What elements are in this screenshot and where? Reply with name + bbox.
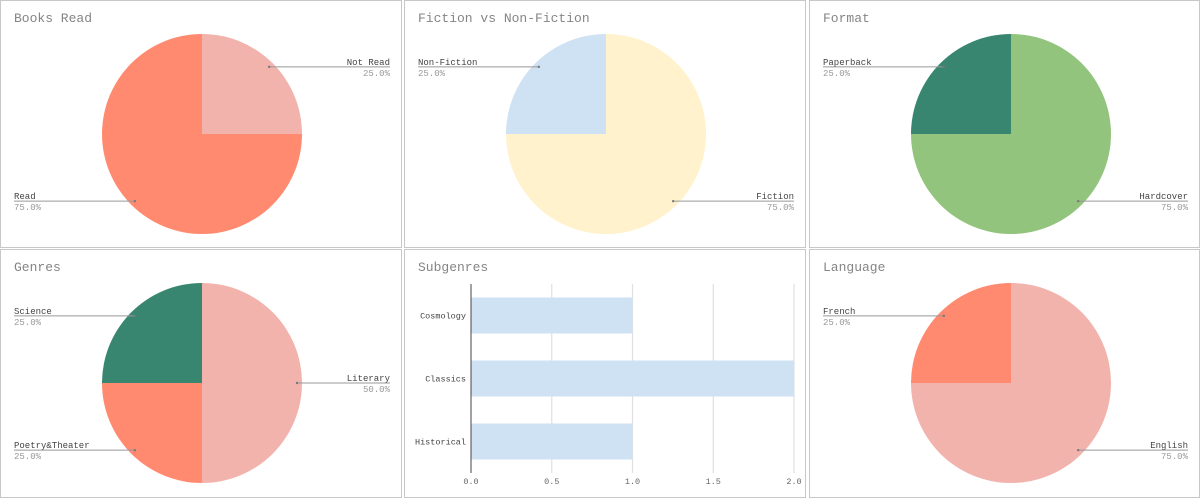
slice-percent: 25.0% [14,452,42,462]
slice-label: Poetry&Theater [14,441,90,451]
language-panel: Language English 75.0% French 25.0% [809,249,1200,498]
subgenres-bar-chart: 0.0 0.5 1.0 1.5 2.0 Cosmology Classics Historic… [415,284,802,487]
x-tick-label: 2.0 [786,477,801,487]
slice-label: French [823,307,855,317]
genres-pie-chart: Literary50.0%Poetry&Theater25.0%Science2… [14,283,391,483]
slice-percent: 25.0% [363,69,391,79]
slice-label: Science [14,307,52,317]
chart-title: Genres [14,260,61,275]
slice-percent: 25.0% [418,69,446,79]
label-anchor-dot [133,199,137,203]
label-anchor-dot [133,314,137,318]
slice-label: Fiction [756,192,794,202]
label-anchor-dot [267,65,271,69]
pie-slice-science[interactable] [102,283,202,383]
chart-title: Language [823,260,886,275]
label-anchor-dot [671,199,675,203]
slice-percent: 75.0% [1161,203,1189,213]
slice-percent: 25.0% [823,69,851,79]
label-anchor-dot [942,65,946,69]
pie-slice-french[interactable] [911,283,1011,383]
label-anchor-dot [1076,448,1080,452]
slice-percent: 50.0% [363,385,391,395]
books-read-panel: Books Read Not Read 25.0% Read 75.0% [0,0,402,248]
pie-slice-non-fiction[interactable] [506,34,606,134]
slice-label: Paperback [823,58,872,68]
slice-percent: 75.0% [14,203,42,213]
pie-slice-read[interactable] [102,34,302,234]
label-anchor-dot [295,381,299,385]
pie-slice-paperback[interactable] [911,34,1011,134]
y-category-label: Cosmology [420,312,466,322]
chart-title: Format [823,11,870,26]
slice-percent: 25.0% [823,318,851,328]
pie-slice-literary[interactable] [202,283,302,483]
fiction-panel: Fiction vs Non-Fiction Fiction 75.0% Non-F… [404,0,806,248]
x-tick-label: 0.0 [463,477,478,487]
chart-title: Books Read [14,11,93,26]
chart-title: Subgenres [418,260,489,275]
label-anchor-dot [537,65,541,69]
bar-classics[interactable] [471,360,794,397]
x-tick-label: 0.5 [544,477,559,487]
label-anchor-dot [942,314,946,318]
y-category-label: Historical [415,438,466,448]
bar-cosmology[interactable] [471,297,633,334]
pie-slice-poetry-theater[interactable] [102,383,202,483]
pie-slice-not-read[interactable] [202,34,302,134]
slice-label: Not Read [347,58,390,68]
subgenres-panel: Subgenres 0.0 0.5 1.0 1.5 2.0 Cosmology Classi… [404,249,806,498]
chart-title: Fiction vs Non-Fiction [418,11,590,26]
format-panel: Format Hardcover 75.0% Paperback 25.0% [809,0,1200,248]
genres-panel: Genres Literary 50.0% Poetry&Theater 25.0% S… [0,249,402,498]
bar-historical[interactable] [471,423,633,460]
slice-label: Hardcover [1139,192,1188,202]
y-category-label: Classics [425,375,466,385]
x-tick-label: 1.5 [706,477,721,487]
slice-percent: 75.0% [1161,452,1189,462]
slice-percent: 25.0% [14,318,42,328]
label-anchor-dot [133,448,137,452]
slice-label: Read [14,192,36,202]
x-tick-label: 1.0 [625,477,640,487]
slice-label: English [1150,441,1188,451]
slice-label: Non-Fiction [418,58,477,68]
slice-label: Literary [347,374,391,384]
label-anchor-dot [1076,199,1080,203]
slice-percent: 75.0% [767,203,795,213]
